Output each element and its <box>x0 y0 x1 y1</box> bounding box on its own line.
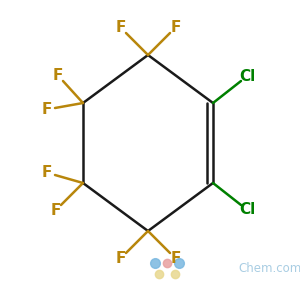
Text: Cl: Cl <box>239 69 255 84</box>
Text: Chem.com: Chem.com <box>238 262 300 275</box>
Text: F: F <box>115 20 125 35</box>
Text: F: F <box>115 251 125 266</box>
Text: F: F <box>42 165 52 180</box>
Text: F: F <box>170 20 181 35</box>
Text: F: F <box>50 203 61 218</box>
Text: Cl: Cl <box>239 202 255 217</box>
Text: F: F <box>52 68 63 82</box>
Text: F: F <box>42 102 52 117</box>
Text: F: F <box>170 251 181 266</box>
